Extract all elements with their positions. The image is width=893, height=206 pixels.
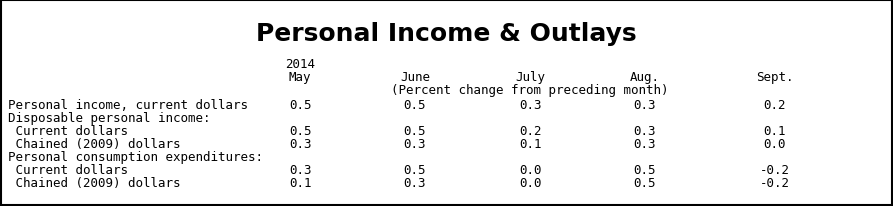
Text: 0.2: 0.2 [764,98,786,111]
Text: 0.1: 0.1 [519,137,541,150]
Text: 0.3: 0.3 [634,137,656,150]
Text: July: July [515,71,545,84]
Text: 0.3: 0.3 [288,137,312,150]
Text: 0.0: 0.0 [764,137,786,150]
Text: 0.3: 0.3 [404,176,426,189]
Text: 0.5: 0.5 [404,98,426,111]
Text: 0.5: 0.5 [634,163,656,176]
Text: 0.1: 0.1 [764,124,786,137]
Text: 0.5: 0.5 [404,124,426,137]
Text: 2014: 2014 [285,58,315,71]
Text: Personal Income & Outlays: Personal Income & Outlays [256,22,637,46]
Text: 0.0: 0.0 [519,176,541,189]
Text: 0.0: 0.0 [519,163,541,176]
Text: Aug.: Aug. [630,71,660,84]
Text: Sept.: Sept. [756,71,794,84]
Text: Chained (2009) dollars: Chained (2009) dollars [8,137,180,150]
Text: 0.1: 0.1 [288,176,312,189]
Text: May: May [288,71,312,84]
Text: 0.5: 0.5 [634,176,656,189]
Text: 0.5: 0.5 [404,163,426,176]
Text: 0.3: 0.3 [634,98,656,111]
Text: 0.5: 0.5 [288,124,312,137]
Text: 0.3: 0.3 [288,163,312,176]
Text: Current dollars: Current dollars [8,124,128,137]
Text: 0.3: 0.3 [404,137,426,150]
Text: 0.3: 0.3 [634,124,656,137]
Text: 0.5: 0.5 [288,98,312,111]
Text: Personal consumption expenditures:: Personal consumption expenditures: [8,150,263,163]
Text: -0.2: -0.2 [760,176,790,189]
Text: Disposable personal income:: Disposable personal income: [8,111,211,124]
Text: June: June [400,71,430,84]
Text: 0.3: 0.3 [519,98,541,111]
Text: 0.2: 0.2 [519,124,541,137]
Text: Personal income, current dollars: Personal income, current dollars [8,98,248,111]
Text: Chained (2009) dollars: Chained (2009) dollars [8,176,180,189]
Text: Current dollars: Current dollars [8,163,128,176]
Text: (Percent change from preceding month): (Percent change from preceding month) [391,84,669,97]
Text: -0.2: -0.2 [760,163,790,176]
